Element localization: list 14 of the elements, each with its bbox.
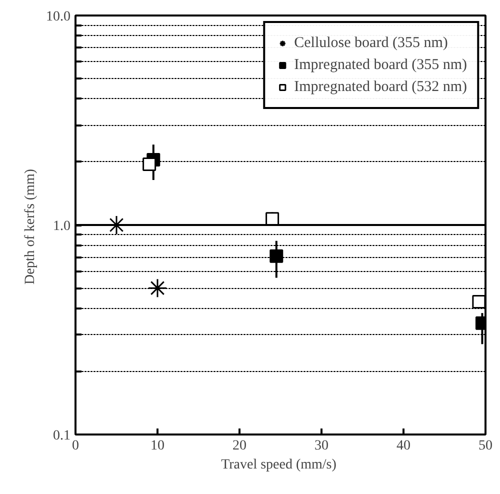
legend-label: Impregnated board (532 nm) bbox=[294, 78, 467, 96]
legend-label: Cellulose board (355 nm) bbox=[294, 34, 448, 52]
x-tick-label: 10 bbox=[150, 438, 164, 454]
legend-label: Impregnated board (355 nm) bbox=[294, 56, 467, 74]
x-tick-label: 50 bbox=[478, 438, 492, 454]
x-tick-label: 30 bbox=[314, 438, 328, 454]
y-axis-title: Depth of kerfs (mm) bbox=[23, 168, 38, 284]
x-axis-title: Travel speed (mm/s) bbox=[221, 458, 337, 472]
x-tick-label: 0 bbox=[72, 438, 79, 454]
x-tick-label: 40 bbox=[396, 438, 410, 454]
x-tick-label: 20 bbox=[232, 438, 246, 454]
y-tick-label: 1.0 bbox=[53, 219, 70, 234]
y-tick-label: 10.0 bbox=[46, 10, 70, 24]
y-tick-label: 0.1 bbox=[53, 428, 70, 444]
